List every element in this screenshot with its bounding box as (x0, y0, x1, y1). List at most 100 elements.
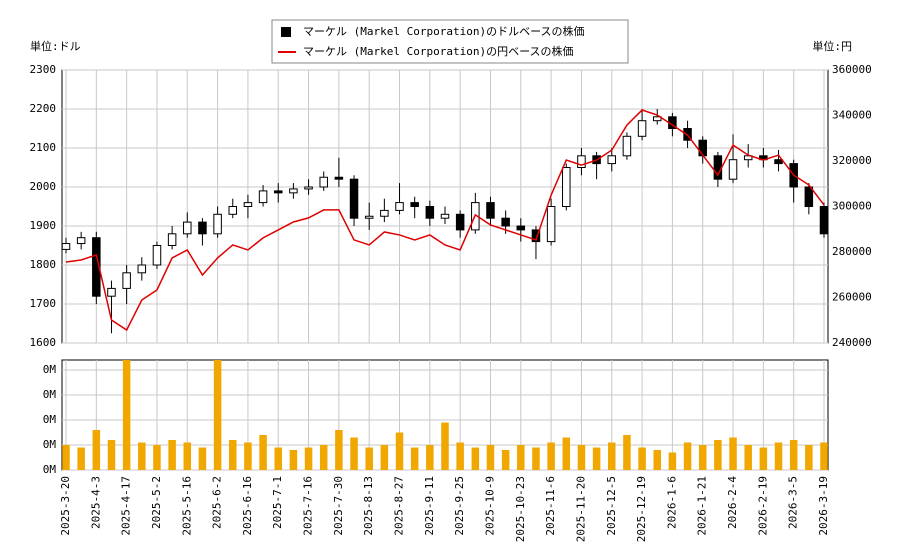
volume-bar (820, 442, 828, 470)
x-tick-label: 2025-11-20 (574, 476, 587, 542)
volume-bar (168, 440, 176, 470)
candle-body (804, 186, 814, 207)
x-tick-label: 2025-10-23 (514, 476, 527, 542)
candle-body (213, 213, 222, 235)
candle-body (137, 264, 147, 274)
y-tick-label: 2200 (30, 102, 57, 115)
candle-body (304, 186, 313, 190)
candle-body (107, 287, 116, 297)
candle-body (819, 206, 829, 235)
candle-body (652, 116, 662, 122)
volume-bar (395, 432, 404, 470)
volume-bar (789, 440, 798, 470)
volume-tick-label: 0M (43, 413, 57, 426)
volume-tick-label: 0M (43, 463, 57, 476)
volume-bar (365, 447, 373, 470)
volume-bar (759, 447, 768, 470)
candle-body (577, 155, 586, 169)
volume-bar (229, 440, 237, 470)
x-tick-label: 2025-9-11 (423, 476, 436, 536)
x-tick-label: 2026-3-5 (787, 476, 800, 529)
y-tick-label: 2100 (30, 141, 57, 154)
volume-bar (122, 360, 131, 470)
volume-bar (668, 452, 677, 470)
volume-bar (653, 450, 661, 470)
x-tick-label: 2025-11-6 (544, 476, 557, 536)
x-tick-label: 2025-7-16 (302, 476, 315, 536)
candle-body (501, 217, 510, 227)
legend-marker (281, 27, 291, 37)
candle-body (61, 243, 71, 250)
volume-bar (517, 445, 525, 470)
candle-body (562, 167, 571, 207)
candle-body (637, 120, 647, 137)
candle-body (122, 272, 131, 289)
volume-bar (274, 447, 282, 470)
candle-body (76, 237, 86, 245)
candle-body (228, 206, 238, 215)
volume-bar (698, 445, 707, 470)
volume-bar (744, 445, 752, 470)
volume-bar (304, 447, 313, 470)
candle-body (92, 237, 101, 297)
y2-tick-label: 240000 (832, 336, 872, 349)
candle-body (728, 159, 738, 180)
y2-tick-label: 360000 (832, 63, 872, 76)
x-tick-label: 2025-6-2 (211, 476, 224, 529)
volume-bar (153, 445, 161, 470)
candle-body (258, 190, 268, 204)
volume-bar (62, 445, 70, 470)
volume-bar (486, 445, 495, 470)
volume-bar (410, 447, 419, 470)
volume-bar (471, 447, 480, 470)
candle-body (607, 155, 617, 165)
candle-body (152, 245, 162, 266)
volume-bar (380, 445, 389, 470)
volume-bar (577, 445, 586, 470)
volume-bar (456, 442, 464, 470)
candle-body (334, 176, 344, 180)
y-unit-label: 単位:ドル (30, 39, 81, 53)
volume-bar (774, 442, 783, 470)
x-tick-label: 2025-3-20 (59, 476, 72, 536)
y2-tick-label: 320000 (832, 154, 872, 167)
yen-line (65, 109, 825, 332)
volume-bar (244, 442, 252, 470)
volume-bar (623, 435, 631, 470)
volume-bar (335, 430, 343, 470)
y-tick-label: 2000 (30, 180, 57, 193)
volume-bar (532, 447, 540, 470)
y-tick-label: 1600 (30, 336, 57, 349)
candle-body (455, 213, 465, 231)
x-tick-label: 2026-2-4 (726, 476, 739, 529)
x-tick-label: 2025-8-27 (393, 476, 406, 536)
candle-body (774, 159, 783, 165)
volume-bar (714, 440, 722, 470)
volume-tick-label: 0M (43, 363, 57, 376)
candle-body (622, 135, 632, 157)
x-tick-label: 2025-5-16 (180, 476, 193, 536)
x-tick-label: 2025-12-19 (635, 476, 648, 542)
volume-bar (592, 447, 601, 470)
y2-unit-label: 単位:円 (812, 39, 852, 53)
y2-tick-label: 260000 (832, 291, 872, 304)
candle-body (380, 209, 389, 217)
x-tick-label: 2025-4-3 (89, 476, 102, 529)
candle-body (349, 178, 359, 219)
candle-body (364, 215, 374, 219)
volume-bar (805, 445, 813, 470)
volume-bar (319, 445, 328, 470)
volume-bar (350, 437, 358, 470)
y-tick-label: 2300 (30, 63, 57, 76)
candle-body (410, 202, 419, 208)
candle-body (546, 206, 556, 243)
x-tick-label: 2026-2-19 (756, 476, 769, 536)
x-tick-label: 2025-5-2 (150, 476, 163, 529)
volume-bar (547, 442, 555, 470)
volume-bar (213, 360, 222, 470)
volume-bar (259, 435, 267, 470)
x-tick-label: 2026-3-19 (817, 476, 830, 536)
volume-bar (441, 422, 449, 470)
candle-body (395, 202, 404, 211)
candle-body (183, 221, 192, 235)
